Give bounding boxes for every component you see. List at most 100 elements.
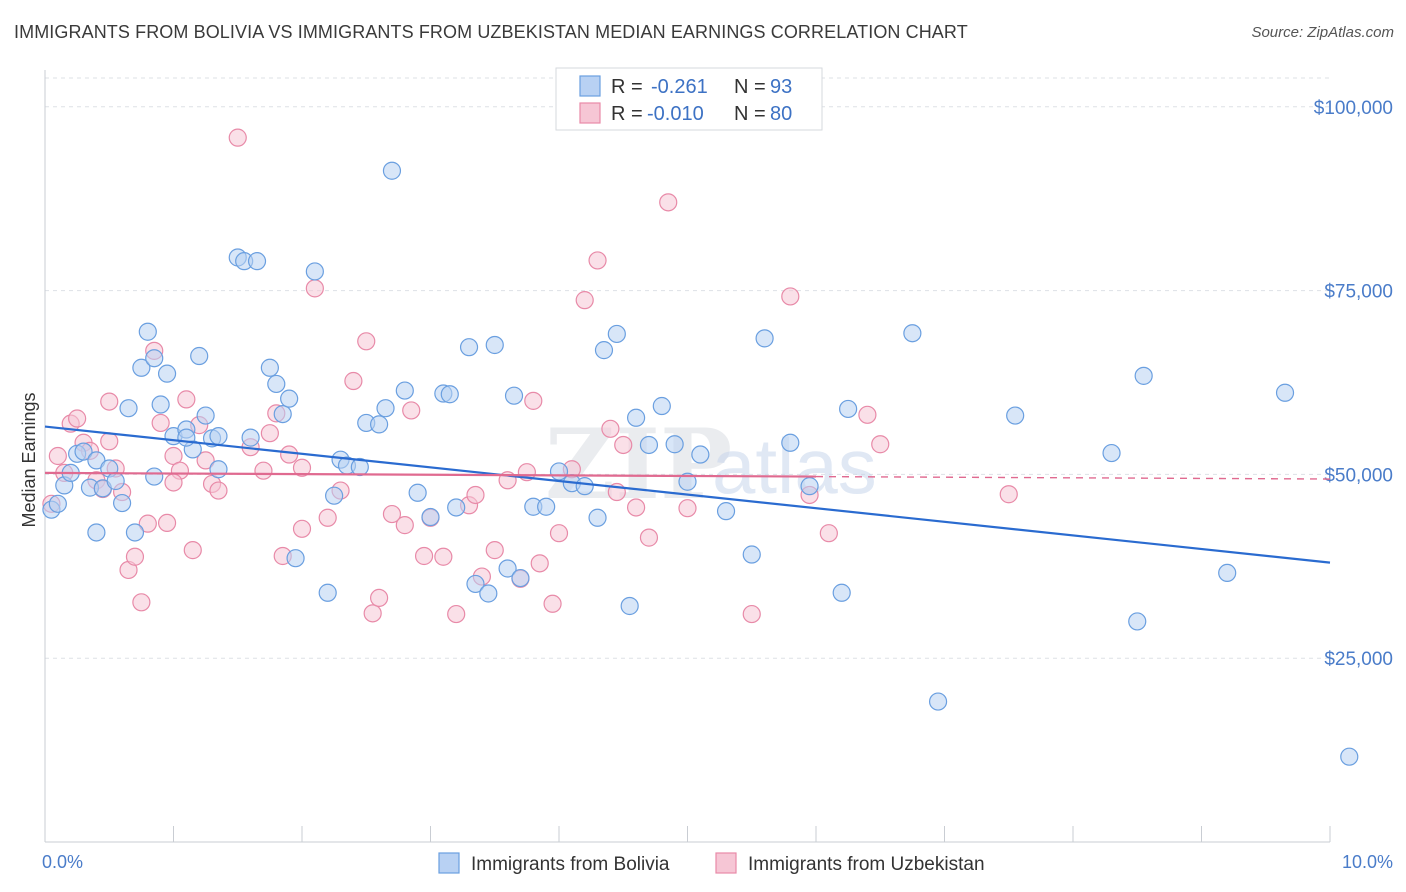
uzbekistan-point-58 (543, 594, 562, 613)
bolivia-point-92 (350, 457, 369, 477)
uzbekistan-point-42 (382, 504, 402, 524)
bolivia-point-15 (138, 322, 157, 341)
uzbekistan-point-62 (588, 251, 607, 270)
bolivia-point-81 (1102, 443, 1121, 463)
bolivia-point-68 (665, 435, 684, 454)
bolivia-point-24 (196, 406, 215, 425)
uzbekistan-point-61 (575, 291, 594, 310)
uzbekistan-point-27 (228, 128, 247, 147)
uzbekistan-point-48 (447, 604, 466, 624)
y-tick-label-1: $50,000 (1324, 465, 1393, 486)
uzbekistan-point-9 (100, 392, 119, 411)
uzbekistan-point-30 (260, 424, 279, 443)
x-tick-label-1: 10.0% (1342, 852, 1393, 872)
bolivia-point-71 (716, 502, 736, 521)
bolivia-point-46 (421, 507, 440, 527)
bolivia-point-27 (177, 428, 196, 447)
bolivia-point-66 (639, 435, 659, 455)
bottom-legend-swatch-uzbekistan (715, 852, 737, 874)
uzbekistan-point-67 (639, 528, 659, 547)
uzbekistan-point-38 (344, 371, 363, 391)
bottom-legend-swatch-bolivia (438, 852, 460, 874)
bolivia-point-50 (466, 574, 485, 594)
bolivia-point-78 (903, 324, 922, 343)
uzbekistan-point-59 (549, 524, 569, 543)
bolivia-point-83 (1134, 366, 1153, 385)
bolivia-point-48 (447, 498, 466, 517)
uzbekistan-point-66 (626, 498, 646, 517)
uzbekistan-point-21 (177, 390, 196, 409)
bolivia-point-72 (742, 545, 761, 564)
bolivia-point-91 (241, 428, 260, 447)
bolivia-point-34 (280, 389, 299, 408)
uzbekistan-point-79 (999, 485, 1018, 504)
uzbekistan-point-33 (280, 445, 299, 464)
bolivia-point-23 (190, 346, 209, 366)
bolivia-point-65 (626, 408, 646, 427)
uzbekistan-point-18 (157, 513, 177, 533)
uzbekistan-point-52 (485, 541, 504, 560)
uzbekistan-point-34 (292, 519, 312, 538)
uzbekistan-point-68 (659, 193, 678, 212)
bottom-legend: Immigrants from Bolivia Immigrants from … (438, 852, 985, 875)
y-tick-label-2: $75,000 (1324, 282, 1393, 303)
legend-r-label-1: R = (611, 76, 643, 98)
uzbekistan-point-43 (395, 516, 414, 535)
bolivia-point-7 (87, 451, 106, 470)
bolivia-point-18 (157, 364, 177, 383)
source-label: Source: ZipAtlas.com (1251, 24, 1394, 41)
trend-line-uzbekistan-extension (815, 475, 1331, 480)
bolivia-point-77 (839, 399, 858, 419)
uzbekistan-point-69 (678, 499, 697, 518)
bolivia-point-12 (119, 399, 138, 418)
bolivia-point-55 (511, 568, 530, 588)
bolivia-point-36 (305, 262, 324, 281)
bolivia-point-82 (1128, 612, 1147, 631)
bolivia-point-33 (273, 404, 292, 424)
x-tick-label-0: 0.0% (42, 852, 83, 872)
bolivia-point-35 (286, 549, 305, 568)
bolivia-point-54 (504, 386, 524, 405)
bolivia-point-37 (318, 583, 337, 602)
uzbekistan-point-15 (138, 514, 157, 533)
uzbekistan-point-39 (357, 332, 376, 351)
bolivia-point-10 (106, 471, 125, 491)
bolivia-point-44 (395, 381, 414, 400)
uzbekistan-point-56 (524, 391, 543, 410)
uzbekistan-point-1 (48, 446, 67, 466)
trend-line-uzbekistan (44, 471, 817, 478)
bolivia-point-52 (485, 335, 504, 355)
uzbekistan-point-26 (209, 481, 228, 500)
bottom-legend-label-bolivia: Immigrants from Bolivia (471, 854, 670, 875)
tick-labels: $25,000 $50,000 $75,000 $100,000 0.0% 10.0% (42, 98, 1393, 872)
trend-line-bolivia (44, 425, 1331, 564)
y-tick-label-3: $100,000 (1314, 98, 1393, 119)
uzbekistan-point-36 (318, 508, 337, 527)
uzbekistan-point-74 (871, 435, 890, 454)
bolivia-point-87 (209, 460, 228, 479)
uzbekistan-point-41 (370, 588, 389, 608)
uzbekistan-point-71 (781, 287, 800, 306)
bolivia-point-14 (132, 358, 151, 377)
uzbekistan-point-77 (292, 458, 312, 477)
bolivia-point-64 (620, 596, 639, 616)
y-tick-label-0: $25,000 (1324, 649, 1393, 670)
uzbekistan-point-13 (125, 547, 145, 566)
uzbekistan-point-63 (601, 419, 620, 438)
bolivia-point-45 (408, 483, 427, 502)
bolivia-point-17 (151, 395, 170, 414)
uzbekistan-point-72 (819, 524, 838, 543)
bolivia-point-13 (125, 523, 145, 542)
bolivia-point-42 (370, 415, 389, 434)
uzbekistan-point-40 (363, 604, 382, 623)
series-uzbekistan-points (42, 128, 1018, 624)
legend-n-value-1: 93 (770, 76, 792, 98)
bolivia-point-16 (145, 349, 164, 368)
bolivia-point-62 (594, 341, 614, 360)
uzbekistan-point-4 (68, 409, 87, 428)
bolivia-point-76 (832, 583, 851, 602)
bolivia-point-57 (537, 497, 556, 516)
legend-swatch-uzbekistan (579, 102, 601, 124)
legend-box: R = -0.261 N = 93 R = -0.010 N = 80 (555, 67, 823, 131)
legend-r-value-2: -0.010 (647, 103, 704, 125)
